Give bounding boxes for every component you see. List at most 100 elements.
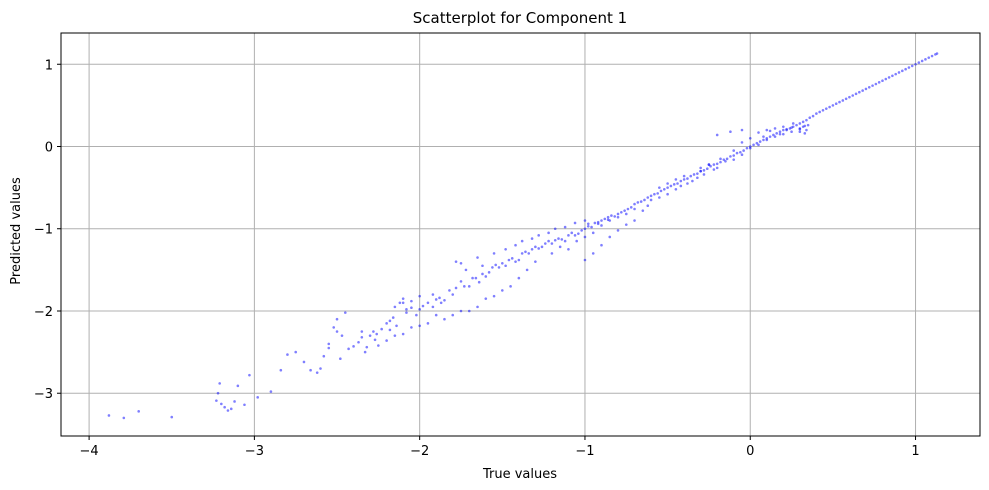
data-point: [294, 350, 298, 354]
data-point: [666, 186, 669, 189]
data-point: [904, 67, 907, 71]
data-point: [709, 164, 712, 168]
data-point: [395, 324, 398, 328]
data-point: [924, 58, 927, 61]
data-point: [510, 257, 514, 260]
data-point: [583, 219, 587, 222]
y-tick-label: 0: [45, 140, 53, 155]
data-point: [484, 275, 488, 278]
data-point: [679, 179, 683, 183]
data-point: [575, 239, 578, 243]
data-point: [418, 324, 421, 328]
data-point: [530, 248, 534, 251]
data-point: [137, 410, 140, 413]
data-point: [914, 62, 917, 66]
data-point: [431, 293, 435, 296]
data-point: [798, 127, 802, 130]
data-point: [765, 138, 769, 142]
data-point: [674, 187, 678, 191]
data-point: [107, 414, 111, 417]
data-point: [871, 84, 874, 87]
data-point: [170, 415, 174, 419]
data-point: [357, 340, 360, 344]
data-point: [327, 346, 331, 350]
data-point: [586, 222, 590, 226]
data-point: [808, 116, 812, 120]
data-point: [831, 104, 835, 107]
data-point: [501, 261, 504, 265]
data-point: [377, 344, 380, 347]
data-point: [507, 258, 511, 262]
data-point: [646, 196, 650, 199]
data-point: [365, 345, 369, 349]
x-axis-label: True values: [482, 467, 557, 482]
data-point: [600, 224, 603, 227]
data-point: [335, 317, 339, 321]
data-point: [368, 334, 372, 337]
data-point: [256, 396, 259, 399]
data-point: [762, 138, 765, 142]
data-point: [864, 87, 868, 91]
data-point: [286, 353, 289, 356]
data-point: [421, 304, 425, 308]
data-point: [874, 82, 878, 86]
data-point: [405, 308, 408, 311]
data-point: [623, 209, 626, 212]
data-point: [881, 79, 884, 83]
data-point: [815, 112, 818, 115]
data-point: [682, 174, 686, 178]
data-point: [537, 247, 540, 250]
data-point: [702, 169, 706, 172]
data-point: [322, 354, 326, 358]
data-point: [391, 316, 395, 319]
data-point: [729, 155, 732, 158]
data-point: [327, 342, 331, 346]
plot-frame: [60, 32, 981, 437]
data-point: [629, 206, 633, 209]
data-point: [795, 123, 798, 127]
data-point: [550, 252, 554, 255]
data-point: [790, 130, 793, 133]
data-point: [600, 219, 603, 222]
data-point: [497, 266, 501, 269]
data-point: [248, 373, 251, 377]
data-point: [459, 309, 463, 313]
data-point: [658, 196, 661, 199]
data-point: [553, 238, 557, 242]
x-tick-label: 1: [911, 444, 919, 459]
data-point: [791, 122, 795, 125]
data-point: [481, 272, 484, 276]
data-point: [352, 345, 355, 348]
data-point: [577, 232, 580, 235]
data-point: [573, 234, 577, 237]
data-point: [372, 330, 375, 333]
data-point: [236, 384, 240, 388]
data-point: [596, 220, 600, 224]
data-point: [613, 215, 617, 218]
data-point: [563, 225, 567, 229]
data-point: [624, 223, 628, 226]
data-point: [679, 184, 683, 188]
data-point: [388, 328, 392, 332]
data-point: [712, 168, 716, 171]
data-point: [517, 258, 521, 262]
data-point: [448, 289, 451, 292]
data-point: [805, 118, 808, 122]
data-point: [782, 128, 785, 132]
data-point: [309, 368, 312, 372]
data-point: [658, 186, 661, 189]
data-point: [220, 402, 223, 406]
data-point: [798, 130, 802, 133]
data-point: [674, 178, 678, 181]
data-point: [732, 154, 736, 157]
data-point: [517, 276, 521, 280]
data-point: [514, 260, 517, 263]
data-point: [494, 263, 498, 267]
data-point: [243, 403, 246, 407]
data-point: [649, 194, 653, 198]
data-point: [633, 202, 636, 206]
data-point: [782, 125, 785, 129]
data-point: [739, 150, 742, 154]
data-point: [557, 237, 560, 240]
data-point: [439, 301, 443, 305]
